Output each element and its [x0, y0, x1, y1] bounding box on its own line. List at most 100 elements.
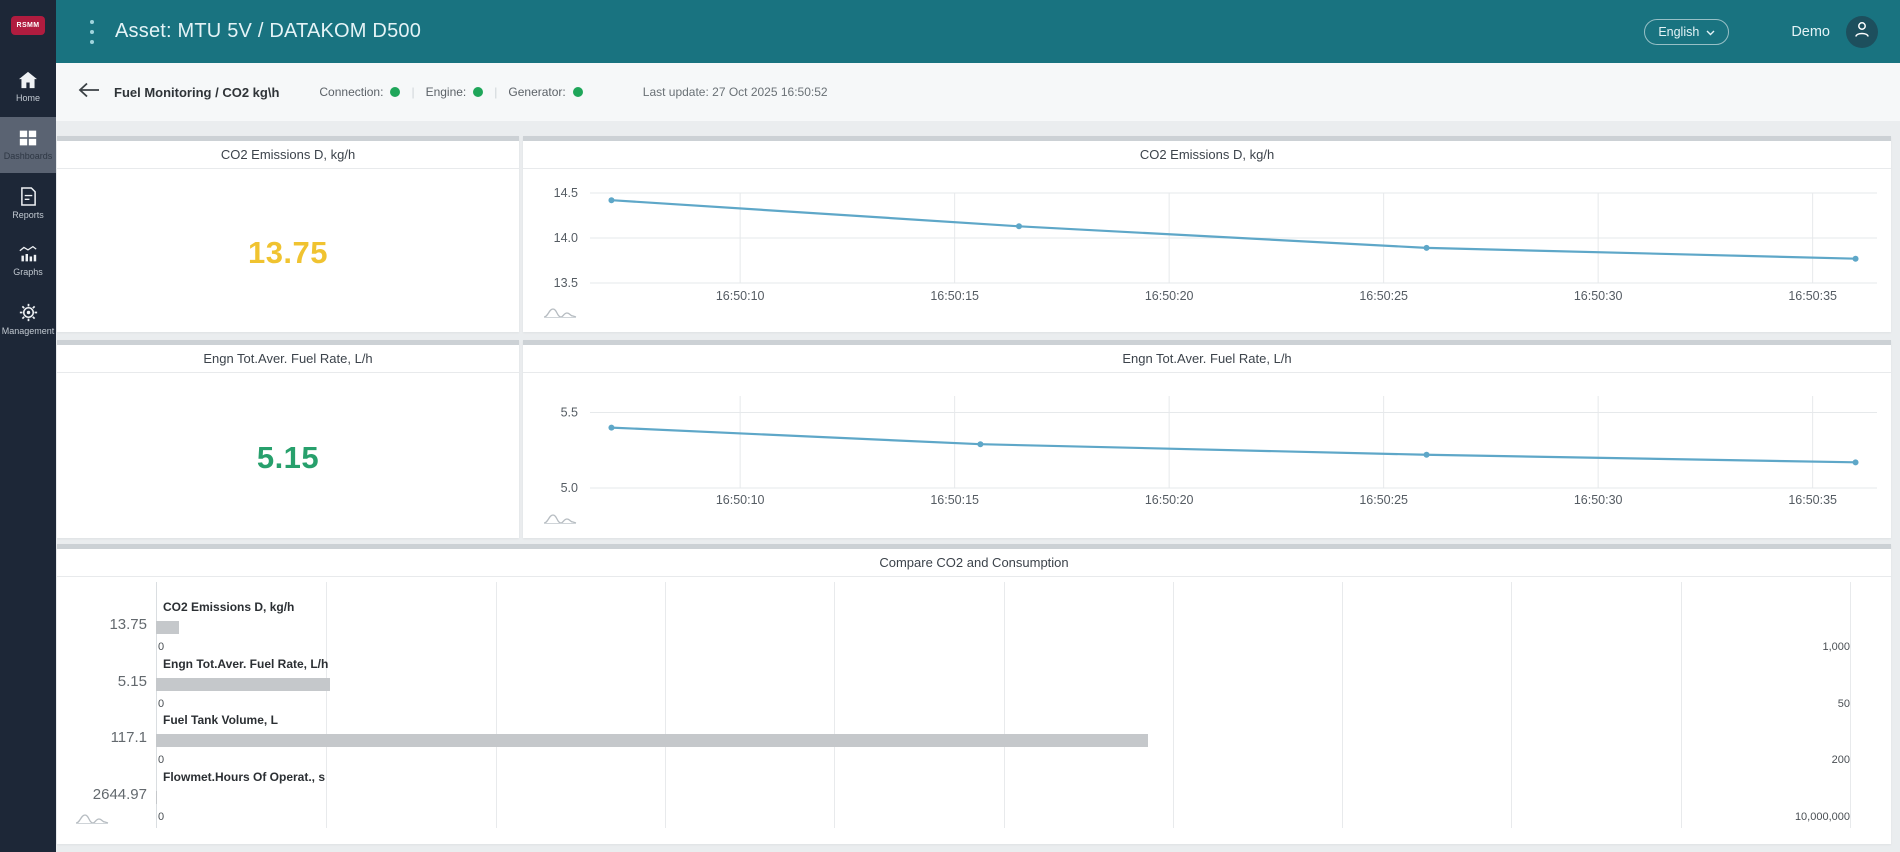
svg-text:14.0: 14.0	[554, 231, 578, 245]
svg-text:16:50:10: 16:50:10	[716, 493, 765, 507]
widget-title: Compare CO2 and Consumption	[57, 549, 1891, 577]
sidebar-item-label: Reports	[12, 209, 44, 220]
svg-text:16:50:35: 16:50:35	[1788, 289, 1837, 303]
compare-row: 13.75 CO2 Emissions D, kg/h 0 1,000	[109, 599, 1850, 656]
svg-text:16:50:25: 16:50:25	[1359, 493, 1408, 507]
sidebar-item-label: Management	[1, 325, 55, 336]
compare-row-min: 0	[158, 754, 165, 766]
sidebar-item-dashboards[interactable]: Dashboards	[0, 117, 56, 173]
widget-title: Engn Tot.Aver. Fuel Rate, L/h	[523, 345, 1891, 373]
compare-gridlines	[156, 582, 1851, 828]
status-dot-green	[473, 87, 484, 97]
status-separator: |	[494, 85, 498, 99]
compare-row-bar[interactable]	[156, 677, 331, 691]
last-update: Last update: 27 Oct 2025 16:50:52	[642, 85, 828, 99]
kebab-menu-icon[interactable]	[83, 18, 101, 46]
status-indicators: Connection: | Engine: | Generator:	[319, 85, 583, 99]
sidebar-item-reports[interactable]: Reports	[0, 175, 56, 231]
svg-text:13.5: 13.5	[554, 276, 578, 290]
compare-row-bar[interactable]	[156, 621, 180, 634]
sidebar-item-label: Dashboards	[3, 151, 53, 161]
co2-current-value: 13.75	[247, 234, 329, 270]
arrow-left-icon	[78, 82, 100, 103]
svg-text:16:50:15: 16:50:15	[930, 493, 979, 507]
co2-chart-widget: CO2 Emissions D, kg/h 13.5 14.0 14.5 16:50:…	[523, 136, 1891, 332]
datazoom-wave-icon[interactable]	[543, 511, 577, 530]
fuel-rate-value-widget: Engn Tot.Aver. Fuel Rate, L/h 5.15	[57, 340, 519, 538]
sidebar: RSMM Home Dashboards Reports	[0, 0, 56, 852]
compare-row: 117.1 Fuel Tank Volume, L 0 200	[111, 712, 1850, 769]
reports-icon	[20, 186, 37, 206]
gear-icon	[19, 303, 38, 322]
fuel-rate-chart-widget: Engn Tot.Aver. Fuel Rate, L/h 5.0 5.5 16:5…	[523, 340, 1891, 538]
compare-widget: Compare CO2 and Consumption 13.75 CO2 Emi…	[57, 544, 1891, 844]
sidebar-item-home[interactable]: Home	[0, 59, 56, 115]
compare-row-max: 1,000	[1822, 641, 1850, 653]
status-dot-green	[390, 87, 401, 97]
datazoom-wave-icon[interactable]	[543, 305, 577, 324]
status-connection: Connection:	[319, 85, 401, 99]
language-label: English	[1658, 24, 1700, 39]
co2-value-widget: CO2 Emissions D, kg/h 13.75	[57, 136, 519, 332]
datazoom-wave-icon[interactable]	[75, 811, 109, 830]
back-button[interactable]	[76, 79, 102, 105]
svg-text:16:50:20: 16:50:20	[1145, 493, 1194, 507]
compare-row-label: Fuel Tank Volume, L	[163, 713, 278, 727]
svg-text:14.5: 14.5	[554, 186, 578, 200]
user-menu[interactable]: Demo	[1791, 23, 1830, 40]
user-icon	[1854, 21, 1870, 43]
compare-row-label: CO2 Emissions D, kg/h	[163, 600, 295, 614]
status-generator-label: Generator:	[508, 85, 566, 99]
widget-title: Engn Tot.Aver. Fuel Rate, L/h	[57, 345, 519, 373]
sidebar-item-graphs[interactable]: Graphs	[0, 233, 56, 289]
sidebar-nav: Home Dashboards Reports Graphs	[0, 59, 56, 349]
compare-row-max: 10,000,000	[1794, 810, 1850, 823]
widget-title: CO2 Emissions D, kg/h	[523, 141, 1891, 169]
compare-row-max: 200	[1831, 754, 1850, 766]
co2-line-chart[interactable]: 13.5 14.0 14.5 16:50:10 16:50:15 16:50:20 16:5…	[523, 173, 1891, 332]
compare-row-bar[interactable]	[156, 734, 1148, 747]
compare-row: 5.15 Engn Tot.Aver. Fuel Rate, L/h 0 50	[118, 656, 1850, 713]
sidebar-item-management[interactable]: Management	[0, 291, 56, 347]
compare-row-label: Flowmet.Hours Of Operat., s	[163, 769, 326, 784]
sidebar-item-label: Home	[15, 93, 40, 103]
status-engine-label: Engine:	[425, 85, 467, 99]
graphs-icon	[18, 245, 38, 263]
chevron-down-icon	[1706, 25, 1715, 39]
svg-text:16:50:20: 16:50:20	[1145, 289, 1194, 303]
svg-text:16:50:25: 16:50:25	[1359, 289, 1408, 303]
compare-row-value: 5.15	[117, 672, 147, 690]
statusbar: Fuel Monitoring / CO2 kg\h Connection: |…	[56, 63, 1900, 121]
compare-rows: 13.75 CO2 Emissions D, kg/h 0 1,000 5.15 Engn…	[93, 599, 1850, 826]
status-dot-green	[572, 87, 583, 97]
dashboard-breadcrumb: Fuel Monitoring / CO2 kg\h	[114, 84, 280, 100]
compare-row: 2644.97 Flowmet.Hours Of Operat., s 0 10,00…	[93, 769, 1850, 826]
status-connection-label: Connection:	[319, 85, 384, 99]
compare-row-min: 0	[158, 810, 165, 823]
widget-title: CO2 Emissions D, kg/h	[57, 141, 519, 169]
dashboards-icon	[18, 129, 38, 147]
sidebar-item-label: Graphs	[13, 267, 43, 277]
svg-text:5.5: 5.5	[561, 406, 578, 420]
fuel-rate-line-chart[interactable]: 5.0 5.5 16:50:10 16:50:15 16:50:20 16:50:25 16…	[523, 377, 1891, 538]
svg-text:5.0: 5.0	[561, 481, 578, 495]
svg-text:16:50:10: 16:50:10	[716, 289, 765, 303]
svg-text:16:50:30: 16:50:30	[1574, 493, 1623, 507]
compare-row-value: 2644.97	[92, 785, 147, 803]
language-selector[interactable]: English	[1644, 18, 1730, 45]
status-separator: |	[411, 85, 415, 99]
brand-logo: RSMM	[11, 16, 45, 35]
topbar-right: English Demo	[1644, 15, 1878, 48]
compare-row-min: 0	[158, 697, 165, 710]
asset-title: Asset: MTU 5V / DATAKOM D500	[115, 20, 422, 42]
compare-row-value: 117.1	[110, 729, 147, 746]
avatar[interactable]	[1846, 15, 1878, 48]
home-icon	[18, 71, 38, 89]
status-engine: Engine:	[426, 85, 484, 99]
svg-text:16:50:15: 16:50:15	[930, 289, 979, 303]
compare-row-value: 13.75	[109, 616, 147, 633]
svg-text:16:50:35: 16:50:35	[1788, 493, 1837, 507]
compare-row-min: 0	[158, 641, 165, 653]
status-generator: Generator:	[508, 85, 583, 99]
